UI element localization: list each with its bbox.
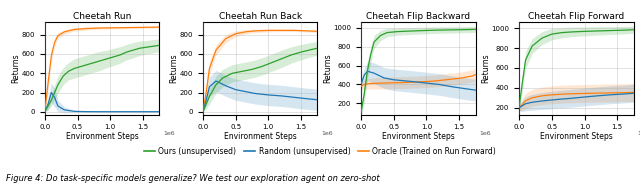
Y-axis label: Returns: Returns [481,54,490,83]
Text: 1e6: 1e6 [638,131,640,136]
X-axis label: Environment Steps: Environment Steps [66,132,138,141]
Text: 1e6: 1e6 [480,131,492,136]
Y-axis label: Returns: Returns [11,54,20,83]
Title: Cheetah Run Back: Cheetah Run Back [219,12,301,21]
Title: Cheetah Flip Backward: Cheetah Flip Backward [366,12,470,21]
Text: Figure 4: Do task-specific models generalize? We test our exploration agent on z: Figure 4: Do task-specific models genera… [6,174,380,183]
Text: 1e6: 1e6 [322,131,333,136]
Title: Cheetah Flip Forward: Cheetah Flip Forward [528,12,625,21]
Y-axis label: Returns: Returns [169,54,179,83]
Title: Cheetah Run: Cheetah Run [73,12,131,21]
X-axis label: Environment Steps: Environment Steps [224,132,296,141]
Y-axis label: Returns: Returns [323,54,332,83]
X-axis label: Environment Steps: Environment Steps [382,132,454,141]
Text: 1e6: 1e6 [163,131,175,136]
Legend: Ours (unsupervised), Random (unsupervised), Oracle (Trained on Run Forward): Ours (unsupervised), Random (unsupervise… [141,144,499,159]
X-axis label: Environment Steps: Environment Steps [540,132,612,141]
